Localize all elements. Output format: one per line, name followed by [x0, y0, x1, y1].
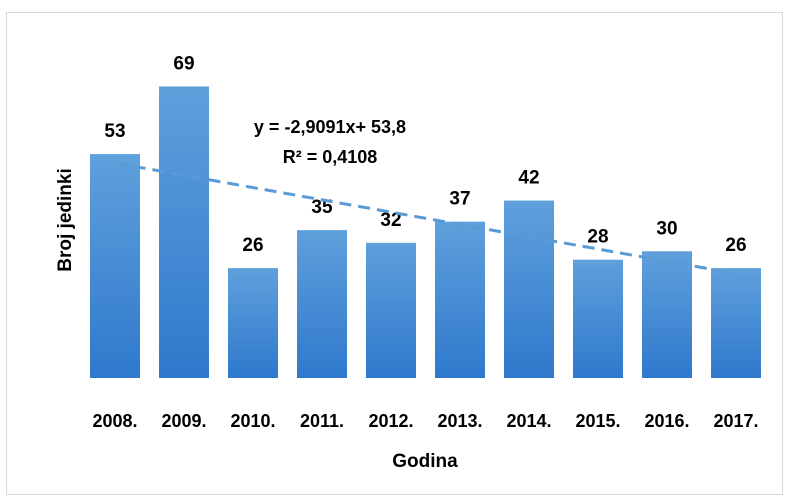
- trendline: [114, 161, 737, 276]
- data-label: 53: [104, 121, 125, 142]
- bar: [711, 268, 761, 378]
- x-tick-label: 2017.: [713, 411, 758, 431]
- bar: [228, 268, 278, 378]
- data-label: 37: [449, 189, 470, 210]
- data-label: 26: [725, 235, 746, 256]
- data-label: 30: [656, 218, 677, 239]
- trend-equation: y = -2,9091x+ 53,8: [254, 117, 406, 137]
- x-tick-label: 2010.: [230, 411, 275, 431]
- x-tick-label: 2009.: [161, 411, 206, 431]
- x-tick-label: 2014.: [506, 411, 551, 431]
- data-label: 69: [173, 53, 194, 74]
- trend-r2: R² = 0,4108: [283, 147, 378, 167]
- x-tick-label: 2008.: [92, 411, 137, 431]
- x-tick-label: 2016.: [644, 411, 689, 431]
- bar: [90, 154, 140, 378]
- data-label: 26: [242, 235, 263, 256]
- bar: [504, 200, 554, 378]
- data-label: 28: [587, 227, 608, 248]
- y-axis-title: Broj jedinki: [55, 168, 76, 271]
- bar: [573, 259, 623, 378]
- x-tick-label: 2015.: [575, 411, 620, 431]
- x-axis-title: Godina: [392, 451, 458, 472]
- bar: [159, 86, 209, 378]
- data-label: 42: [518, 168, 539, 189]
- data-label: 35: [311, 197, 333, 218]
- data-label: 32: [380, 210, 401, 231]
- bar: [366, 242, 416, 378]
- bar: [435, 221, 485, 378]
- x-tick-label: 2012.: [368, 411, 413, 431]
- bar: [297, 230, 347, 378]
- x-tick-label: 2013.: [437, 411, 482, 431]
- x-tick-label: 2011.: [300, 411, 344, 431]
- bar: [642, 251, 692, 378]
